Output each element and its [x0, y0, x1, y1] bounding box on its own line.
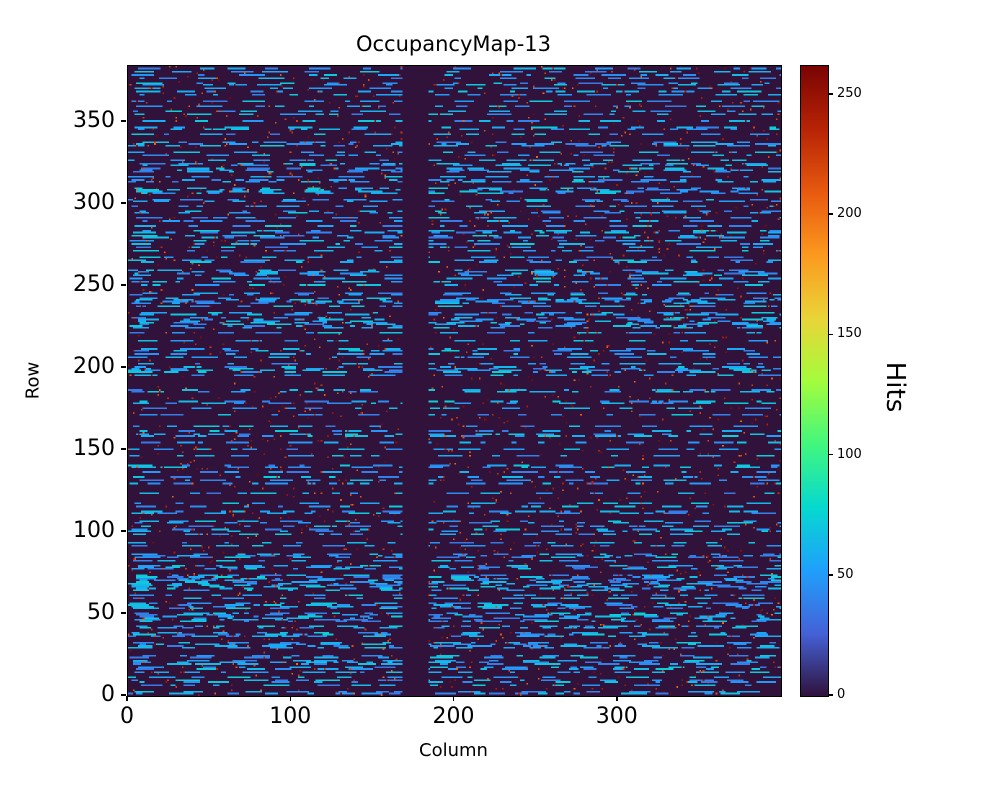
colorbar-tick-mark	[829, 694, 833, 696]
y-tick-label: 250	[73, 271, 115, 297]
colorbar-tick-label: 50	[837, 566, 854, 582]
colorbar	[800, 65, 829, 697]
colorbar-tick-label: 150	[837, 326, 862, 342]
y-tick-mark	[121, 202, 126, 204]
colorbar-tick-mark	[829, 333, 833, 336]
colorbar-tick-label: 200	[837, 206, 862, 222]
y-tick-label: 350	[73, 107, 115, 133]
x-axis-label: Column	[419, 740, 488, 761]
y-tick-label: 200	[73, 353, 115, 379]
y-tick-mark	[121, 366, 126, 368]
colorbar-tick-label: 100	[837, 446, 862, 462]
y-axis-label: Row	[22, 361, 44, 400]
y-tick-label: 150	[73, 435, 115, 461]
colorbar-tick-mark	[829, 574, 833, 576]
x-tick-label: 200	[432, 704, 475, 729]
colorbar-tick-mark	[829, 453, 833, 456]
y-tick-label: 300	[73, 189, 115, 215]
x-tick-label: 100	[269, 704, 312, 729]
x-tick-label: 300	[595, 704, 638, 729]
y-tick-mark	[121, 448, 126, 450]
colorbar-label: Hits	[880, 361, 910, 413]
y-tick-mark	[121, 612, 126, 614]
x-tick-mark	[289, 696, 291, 701]
x-tick-mark	[452, 696, 455, 701]
y-tick-mark	[121, 120, 126, 122]
figure-title: OccupancyMap-13	[355, 32, 552, 56]
y-tick-mark	[121, 694, 126, 696]
y-tick-mark	[121, 530, 126, 532]
colorbar-tick-mark	[829, 93, 833, 95]
x-tick-label: 0	[120, 704, 134, 729]
y-tick-label: 0	[101, 682, 115, 707]
y-tick-mark	[121, 284, 126, 286]
heatmap-image	[128, 66, 781, 696]
colorbar-tick-label: 0	[837, 687, 846, 702]
colorbar-tick-label: 250	[837, 85, 862, 101]
y-tick-label: 50	[87, 599, 115, 625]
colorbar-gradient	[801, 66, 828, 696]
x-tick-mark	[616, 696, 618, 701]
colorbar-tick-mark	[829, 213, 833, 215]
y-tick-label: 100	[73, 517, 115, 543]
heatmap-plot-area	[127, 65, 782, 697]
x-tick-mark	[126, 696, 128, 701]
